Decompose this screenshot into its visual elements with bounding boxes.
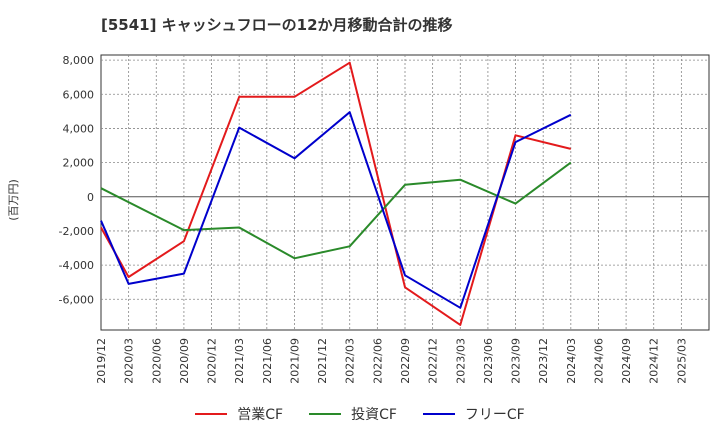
- y-tick-label: -6,000: [59, 293, 94, 306]
- x-tick-label: 2023/09: [510, 338, 523, 384]
- x-tick-label: 2023/03: [454, 338, 467, 384]
- y-tick-label: -4,000: [59, 259, 94, 272]
- legend-swatch-free-cf: [422, 413, 455, 415]
- y-tick-label: -2,000: [59, 225, 94, 238]
- legend-label-operating-cf: 営業CF: [237, 407, 284, 423]
- x-tick-label: 2020/03: [123, 338, 136, 384]
- y-tick-label: 8,000: [63, 54, 95, 67]
- x-tick-label: 2022/12: [427, 338, 440, 384]
- axis-layer: 2019/12 2020/03 2020/06 2020/09 2020/12 2021/…: [59, 54, 689, 384]
- x-tick-label: 2021/03: [233, 338, 246, 384]
- x-tick-label: 2024/12: [648, 338, 661, 384]
- x-tick-label: 2020/09: [178, 338, 191, 384]
- y-tick-label: 2,000: [63, 157, 95, 170]
- x-tick-label: 2020/12: [206, 338, 219, 384]
- y-tick-label: 4,000: [63, 122, 95, 135]
- legend-label-investing-cf: 投資CF: [351, 407, 397, 423]
- x-tick-label: 2022/03: [344, 338, 357, 384]
- legend-item-investing-cf: 投資CF: [309, 404, 397, 424]
- x-tick-label: 2025/03: [675, 338, 688, 384]
- legend-label-free-cf: フリーCF: [464, 407, 525, 423]
- chart-title: [5541] キャッシュフローの12か月移動合計の推移: [101, 16, 453, 34]
- x-tick-label: 2024/09: [620, 338, 633, 384]
- x-tick-label: 2024/03: [565, 338, 578, 384]
- legend-swatch-operating-cf: [195, 413, 228, 415]
- x-tick-label: 2021/12: [316, 338, 329, 384]
- legend-item-operating-cf: 営業CF: [195, 404, 283, 424]
- grid-layer: [101, 55, 709, 330]
- x-tick-label: 2022/09: [399, 338, 412, 384]
- x-tick-label: 2021/09: [288, 338, 301, 384]
- y-axis-label: (百万円): [7, 179, 20, 221]
- x-tick-label: 2021/06: [261, 338, 274, 384]
- y-tick-label: 6,000: [63, 88, 95, 101]
- legend: 営業CF 投資CF フリーCF: [0, 404, 720, 424]
- x-tick-label: 2023/06: [482, 338, 495, 384]
- y-tick-label: 0: [87, 191, 94, 204]
- legend-swatch-investing-cf: [309, 413, 342, 415]
- x-tick-label: 2024/06: [592, 338, 605, 384]
- x-tick-label: 2019/12: [95, 338, 108, 384]
- x-tick-label: 2023/12: [537, 338, 550, 384]
- series-line-free-cf: [100, 111, 572, 309]
- x-tick-label: 2022/06: [371, 338, 384, 384]
- series-line-operating-cf: [100, 61, 572, 326]
- series-layer: [100, 61, 572, 326]
- legend-item-free-cf: フリーCF: [422, 404, 525, 424]
- x-tick-label: 2020/06: [150, 338, 163, 384]
